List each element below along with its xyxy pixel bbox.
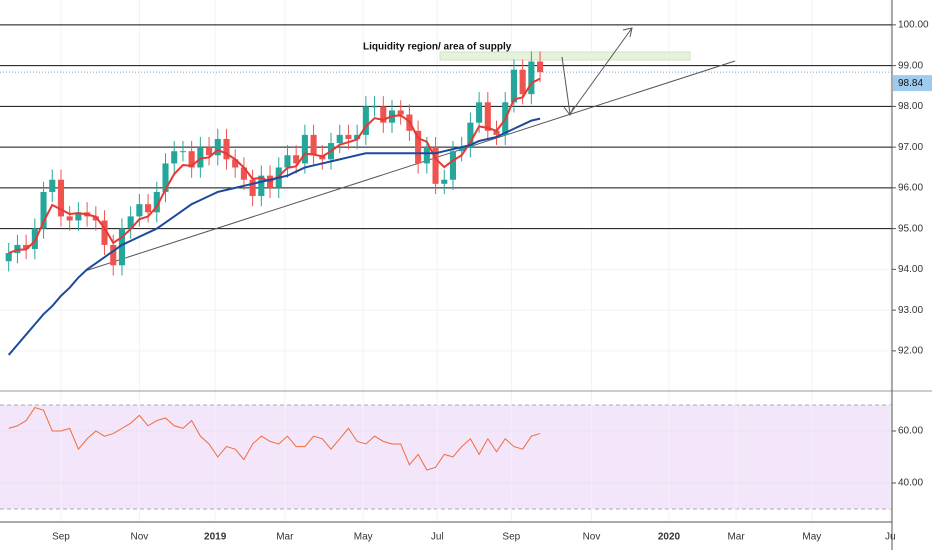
x-tick-label: Sep [502, 532, 520, 543]
candle-body [127, 216, 134, 229]
rsi-line [8, 406, 541, 471]
y-tick-label: 99.00 [898, 60, 923, 71]
candle-body [484, 102, 491, 131]
candle-body [171, 151, 178, 164]
y-tick-label: 100.00 [898, 19, 929, 30]
moving-average [7, 117, 541, 356]
levels [0, 24, 892, 230]
annotation: Liquidity region/ area of supply [363, 42, 512, 53]
candle-body [214, 138, 221, 156]
y-tick-label: 97.00 [898, 142, 923, 153]
y-tick-label: 96.00 [898, 183, 923, 194]
candle-body [380, 106, 387, 123]
candle-body [66, 216, 73, 221]
candle-body [336, 134, 343, 144]
x-tick-label: 2020 [658, 532, 681, 543]
candle-body [153, 191, 160, 213]
x-tick-label: Mar [276, 532, 294, 543]
candle-body [493, 130, 500, 135]
x-tick-label: Sep [52, 532, 70, 543]
y-tick-label: 98.00 [898, 101, 923, 112]
candle-body [118, 228, 126, 266]
candle-body [510, 69, 517, 103]
candle-body [284, 155, 291, 168]
candle-body [110, 244, 117, 266]
x-tick-label: Mar [727, 532, 745, 543]
candle-body [467, 122, 474, 148]
candle-body [458, 147, 465, 152]
candle-body [188, 151, 195, 168]
candle-body [197, 147, 204, 168]
trend-line [84, 60, 736, 272]
supply-zone [439, 51, 691, 61]
candle-body [415, 130, 422, 164]
candle-body [40, 191, 47, 229]
x-tick-label: May [802, 532, 821, 543]
arrow-head [622, 27, 633, 38]
x-tick-label: May [354, 532, 373, 543]
candle-body [57, 179, 65, 217]
candle-body [345, 134, 352, 139]
candle-body [258, 175, 265, 197]
arrow-head [563, 105, 575, 116]
candle-body [179, 151, 186, 153]
rsi-band [0, 404, 892, 509]
candle-body [476, 102, 483, 123]
marks [5, 51, 544, 471]
candle-body [310, 134, 317, 156]
y-tick-label: 92.00 [898, 346, 923, 357]
candle-body [301, 134, 308, 164]
candle-body [519, 69, 526, 95]
candle-body [441, 179, 448, 184]
y-tick-label: 95.00 [898, 223, 923, 234]
candle-body [232, 159, 239, 168]
candle-body [249, 179, 256, 197]
x-tick-label: Nov [583, 532, 601, 543]
candle-body [354, 134, 361, 139]
candle-body [206, 147, 213, 156]
candle-body [5, 253, 12, 262]
y-tick-label: 94.00 [898, 264, 923, 275]
candle-body [423, 147, 430, 164]
candle-body [23, 244, 30, 249]
candle-body [136, 204, 143, 217]
candle-body [537, 61, 544, 73]
last-price-label: 98.84 [898, 78, 923, 89]
last-price-box [893, 75, 932, 92]
candle-body [449, 151, 457, 180]
x-tick-label: Ju [885, 532, 896, 543]
candle-body [397, 110, 404, 115]
candle-body [145, 204, 152, 213]
candle-body [49, 179, 56, 192]
axes: Sep Nov 2019 Mar May Jul Sep Nov 2020 Mar May Ju 92.… [52, 19, 932, 543]
rsi-tick-label: 40.00 [898, 478, 923, 489]
candle-body [432, 147, 439, 184]
candle-body [223, 138, 230, 160]
x-tick-label: Jul [431, 532, 444, 543]
x-tick-label: 2019 [204, 532, 227, 543]
x-tick-label: Nov [130, 532, 148, 543]
candle-body [75, 212, 82, 221]
rsi-tick-label: 60.00 [898, 426, 923, 437]
candle-body [371, 106, 378, 108]
candle-body [240, 167, 247, 180]
y-tick-label: 93.00 [898, 305, 923, 316]
candle-body [162, 163, 169, 192]
candle-body [101, 220, 108, 245]
candle-body [293, 155, 300, 164]
candle-body [528, 61, 535, 95]
candle-body [362, 106, 369, 135]
